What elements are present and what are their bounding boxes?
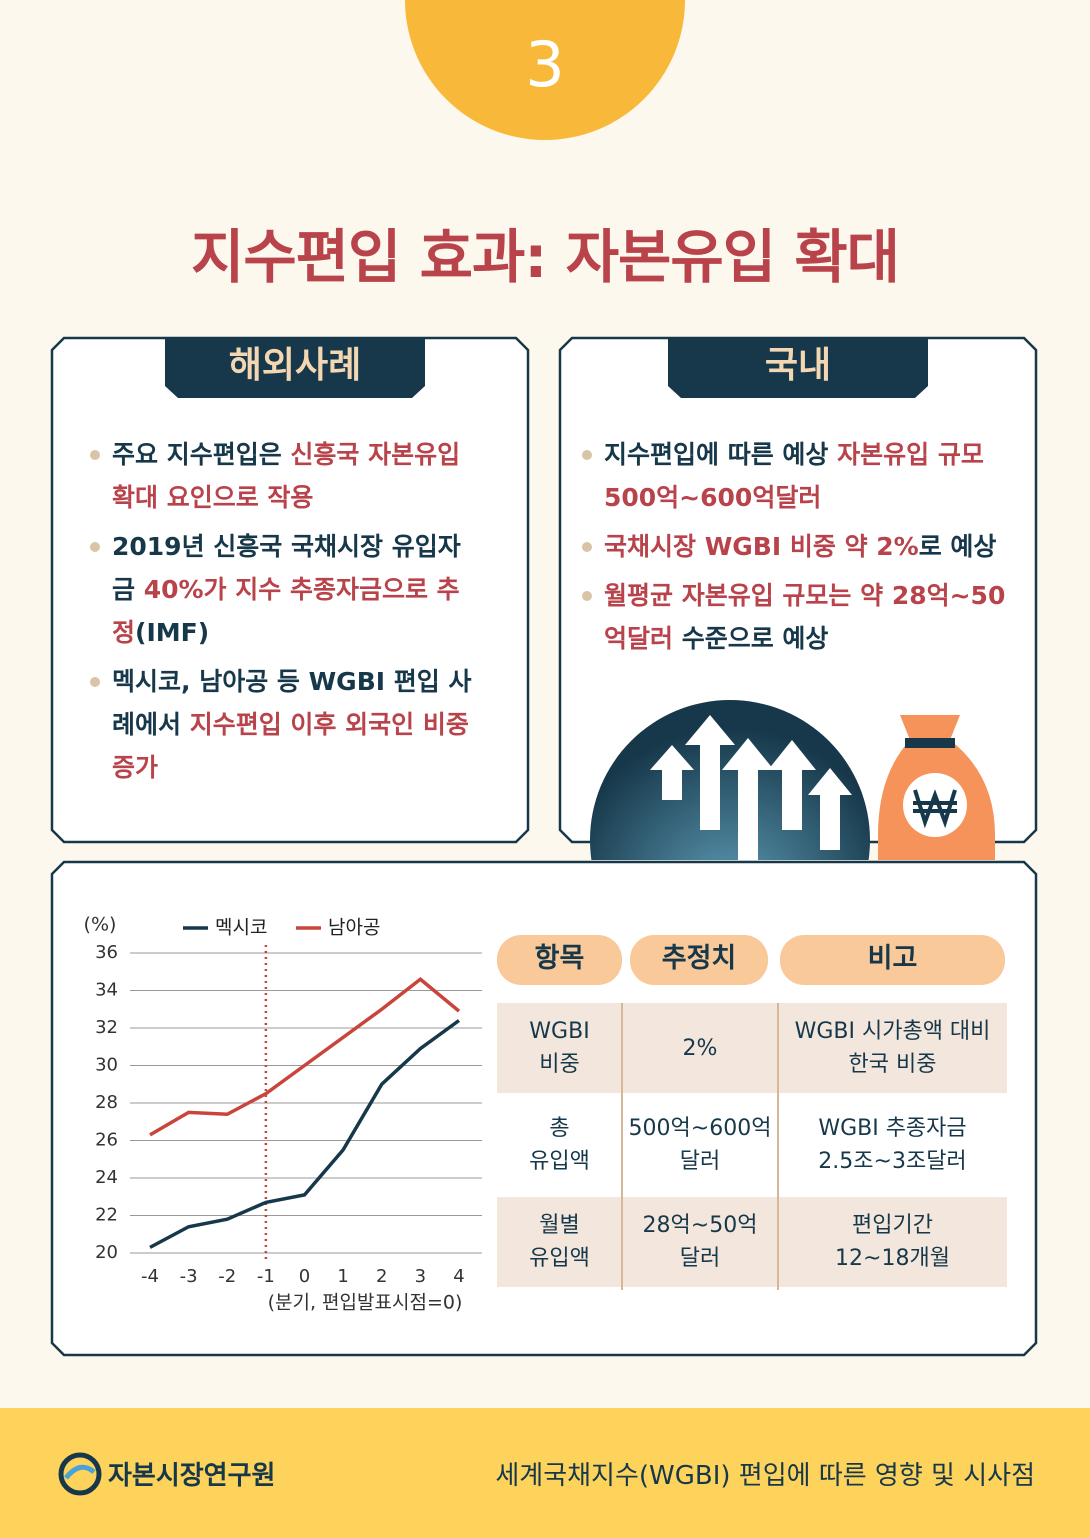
y-tick-label: 30 bbox=[95, 1055, 118, 1076]
logo bbox=[58, 1452, 102, 1496]
bullet-text: 신흥국 자본유입 확대 요인으로 작용 bbox=[112, 440, 461, 512]
bullet: 주요 지수편입은 신흥국 자본유입 확대 요인으로 작용 bbox=[90, 433, 475, 519]
table-cell: 편입기간 12~18개월 bbox=[835, 1213, 950, 1271]
x-tick-label: 4 bbox=[453, 1266, 464, 1287]
y-tick-label: 28 bbox=[95, 1092, 118, 1113]
x-tick-label: -1 bbox=[257, 1266, 275, 1287]
table-header: 비고 bbox=[780, 935, 1005, 985]
table-cell: 28억~50억 달러 bbox=[642, 1213, 758, 1271]
x-tick-label: 2 bbox=[376, 1266, 387, 1287]
title: 지수편입 효과: 자본유입 확대 bbox=[190, 223, 900, 291]
legend-label: 남아공 bbox=[328, 917, 380, 939]
table-cell: WGBI 비중 bbox=[529, 1019, 590, 1077]
y-unit-label: (%) bbox=[84, 914, 117, 936]
x-tick-label: 1 bbox=[337, 1266, 348, 1287]
section-heading: 국내 bbox=[668, 338, 928, 398]
table-header: 추정치 bbox=[630, 935, 768, 985]
x-tick-label: 0 bbox=[299, 1266, 310, 1287]
overseas-box bbox=[50, 336, 530, 844]
x-axis-label: (분기, 편입발표시점=0) bbox=[268, 1292, 463, 1314]
table-header: 항목 bbox=[497, 935, 622, 985]
table-cell: WGBI 추종자금 2.5조~3조달러 bbox=[818, 1116, 967, 1174]
bullet-text: 자본유입 규모 500억~600억달러 bbox=[604, 440, 984, 512]
table-cell: 2% bbox=[682, 1035, 718, 1061]
table-cell: 월별 유입액 bbox=[529, 1213, 590, 1271]
y-tick-label: 22 bbox=[95, 1205, 118, 1226]
footer bbox=[0, 1408, 1090, 1538]
y-tick-label: 24 bbox=[95, 1167, 118, 1188]
bullet-text: 지수편입에 따른 예상 bbox=[604, 440, 838, 469]
section-heading: 해외사례 bbox=[165, 338, 425, 398]
bullet-text: 로 예상 bbox=[918, 532, 997, 561]
series-line bbox=[149, 977, 461, 1137]
badge-number: 3 bbox=[525, 28, 565, 101]
org-name: 자본시장연구원 bbox=[108, 1461, 276, 1491]
x-tick-label: -4 bbox=[141, 1266, 159, 1287]
y-tick-label: 26 bbox=[95, 1130, 118, 1151]
series-line bbox=[149, 1019, 461, 1249]
bullet: 지수편입에 따른 예상 자본유입 규모 500억~600억달러 bbox=[582, 433, 1012, 519]
y-tick-label: 32 bbox=[95, 1017, 118, 1038]
bullet-text: 주요 지수편입은 bbox=[112, 440, 291, 469]
footer-subtitle: 세계국채지수(WGBI) 편입에 따른 영향 및 시사점 bbox=[495, 1461, 1035, 1491]
x-tick-label: -3 bbox=[180, 1266, 198, 1287]
y-tick-label: 36 bbox=[95, 942, 118, 963]
x-tick-label: 3 bbox=[415, 1266, 426, 1287]
bullet-text: 멕시코, 남아공 등 WGBI 편입 사례에서 bbox=[112, 667, 472, 739]
x-tick-label: -2 bbox=[218, 1266, 236, 1287]
bullet-text: 40%가 지수 추종자금으로 추정 bbox=[112, 575, 460, 647]
bullet-text: 국채시장 WGBI 비중 약 2% bbox=[604, 532, 919, 561]
bullet-text: 수준으로 예상 bbox=[673, 624, 829, 653]
bullet-text: (IMF) bbox=[135, 618, 210, 647]
frames bbox=[50, 336, 1038, 1357]
table-cell: 500억~600억 달러 bbox=[628, 1116, 772, 1174]
bullet: 월평균 자본유입 규모는 약 28억~50억달러 수준으로 예상 bbox=[582, 574, 1012, 660]
bullet-text: 지수편입 이후 외국인 비중 증가 bbox=[112, 710, 469, 782]
y-tick-label: 34 bbox=[95, 980, 118, 1001]
bullet: 국채시장 WGBI 비중 약 2%로 예상 bbox=[582, 525, 1012, 568]
bullet: 2019년 신흥국 국채시장 유입자금 40%가 지수 추종자금으로 추정(IM… bbox=[90, 525, 475, 654]
table-bg bbox=[497, 1003, 1007, 1290]
legend-label: 멕시코 bbox=[215, 917, 267, 939]
illustration bbox=[590, 700, 995, 860]
bullet-list: 주요 지수편입은 신흥국 자본유입 확대 요인으로 작용 2019년 신흥국 국채… bbox=[90, 433, 475, 795]
bullet-text: 2019년 신흥국 국채시장 유입자금 bbox=[112, 532, 461, 604]
bullet-text: 월평균 자본유입 규모는 약 28억~50억달러 bbox=[604, 581, 1006, 653]
y-tick-label: 20 bbox=[95, 1242, 118, 1263]
bullet: 멕시코, 남아공 등 WGBI 편입 사례에서 지수편입 이후 외국인 비중 증… bbox=[90, 660, 475, 789]
line-chart: (%) (분기, 편입발표시점=0) 202224262830323436-4-… bbox=[84, 914, 482, 1314]
table-cell: 총 유입액 bbox=[529, 1116, 590, 1174]
table-cell: WGBI 시가총액 대비 한국 비중 bbox=[794, 1019, 991, 1077]
